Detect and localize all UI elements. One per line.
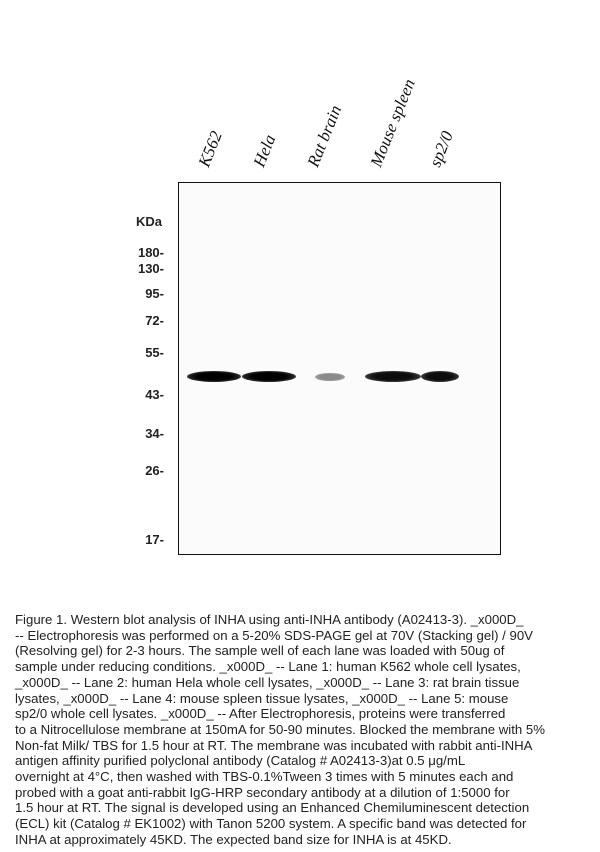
marker-26: 26- [145, 463, 164, 478]
caption-line: _x000D_ -- Lane 2: human Hela whole cell… [15, 674, 520, 690]
marker-43: 43- [145, 387, 164, 402]
band-lane-2 [242, 371, 296, 382]
lane-label-rat-brain: Rat brain [303, 102, 346, 170]
caption-line: -- Electrophoresis was performed on a 5-… [15, 627, 533, 643]
caption-line: lysates, _x000D_ -- Lane 4: mouse spleen… [15, 690, 509, 706]
lane-label-hela: Hela [249, 131, 280, 170]
marker-55: 55- [145, 345, 164, 360]
caption-line: overnight at 4°C, then washed with TBS-0… [15, 769, 514, 785]
lane-label-k562: K562 [194, 128, 226, 170]
caption-line: 1.5 hour at RT. The signal is developed … [15, 800, 530, 816]
figure-caption: Figure 1. Western blot analysis of INHA … [15, 612, 595, 848]
caption-line: INHA at approximately 45KD. The expected… [15, 831, 452, 847]
caption-line: (ECL) kit (Catalog # EK1002) with Tanon … [15, 816, 527, 832]
marker-130: 130- [137, 261, 164, 276]
band-lane-1 [187, 371, 241, 382]
caption-line: Non-fat Milk/ TBS for 1.5 hour at RT. Th… [15, 737, 533, 753]
caption-line: sp2/0 whole cell lysates. _x000D_ -- Aft… [15, 706, 506, 722]
marker-17: 17- [145, 532, 164, 547]
band-lane-4 [365, 371, 421, 382]
lane-label-mouse-spleen: Mouse spleen [366, 76, 419, 170]
marker-34: 34- [145, 426, 164, 441]
caption-line: antigen affinity purified polyclonal ant… [15, 753, 466, 769]
band-lane-5 [421, 371, 459, 382]
marker-72: 72- [145, 313, 164, 328]
marker-95: 95- [145, 286, 164, 301]
caption-line: sample under reducing conditions. _x000D… [15, 659, 521, 675]
caption-line: (Resolving gel) for 2-3 hours. The sampl… [15, 643, 505, 659]
caption-line: to a Nitrocellulose membrane at 150mA fo… [15, 721, 545, 737]
lane-label-sp2-0: sp2/0 [425, 128, 457, 170]
marker-180: 180- [137, 245, 164, 260]
blot-membrane [178, 182, 501, 555]
caption-line: probed with a goat anti-rabbit IgG-HRP s… [15, 784, 510, 800]
band-lane-3 [315, 373, 345, 381]
unit-label: KDa [135, 214, 162, 229]
caption-line: Figure 1. Western blot analysis of INHA … [15, 612, 524, 627]
